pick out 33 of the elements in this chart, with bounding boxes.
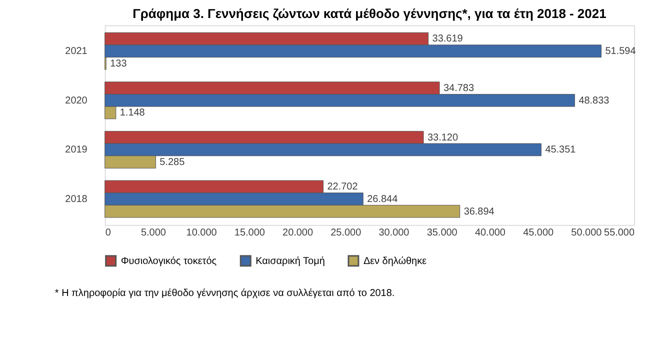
legend-label: Καισαρική Τομή xyxy=(256,256,325,267)
x-tick-label: 0 xyxy=(105,227,112,238)
x-tick-label: 50.000 xyxy=(571,227,602,238)
x-tick-label: 10.000 xyxy=(186,227,218,238)
data-label: 45.351 xyxy=(545,144,576,156)
x-tick-label: 5.000 xyxy=(140,227,166,238)
y-tick-label: 2020 xyxy=(65,95,88,106)
legend-label: Φυσιολογικός τοκετός xyxy=(120,256,217,267)
y-tick-label: 2021 xyxy=(65,46,88,58)
data-label: 36.894 xyxy=(464,206,495,218)
text: * Η πληροφορία για την μέθοδο γέννησης άρχισε να συλλέγεται από το 2018. xyxy=(54,288,395,299)
y-tick-label: 2019 xyxy=(65,144,88,156)
x-tick-label: 35.000 xyxy=(426,227,458,238)
data-label: 22.702 xyxy=(327,182,358,193)
x-tick-label: 55.000 xyxy=(604,227,635,238)
x-tick-label: 15.000 xyxy=(234,227,266,238)
data-label: 26.844 xyxy=(367,194,398,205)
data-label: 34.783 xyxy=(444,83,474,94)
x-tick-label: 20.000 xyxy=(282,227,314,238)
x-tick-label: 30.000 xyxy=(378,227,410,238)
legend-label: Δεν δηλώθηκε xyxy=(363,256,428,267)
data-label: 1.148 xyxy=(120,108,146,119)
data-label: 33.120 xyxy=(428,132,458,144)
x-tick-label: 45.000 xyxy=(523,227,554,238)
x-tick-label: 40.000 xyxy=(474,227,506,238)
data-label: 5.285 xyxy=(160,157,186,168)
chart-title: Γράφημα 3. Γεννήσεις ζώντων κατά μέθοδο γέννησης*, για τα έτη 2018 - 2021 xyxy=(132,6,606,22)
data-label: 133 xyxy=(110,58,128,70)
x-tick-label: 25.000 xyxy=(330,227,362,238)
data-label: 33.619 xyxy=(432,34,464,45)
y-tick-label: 2018 xyxy=(65,194,88,205)
data-label: 51.594 xyxy=(605,46,636,58)
data-label: 48.833 xyxy=(578,95,610,106)
